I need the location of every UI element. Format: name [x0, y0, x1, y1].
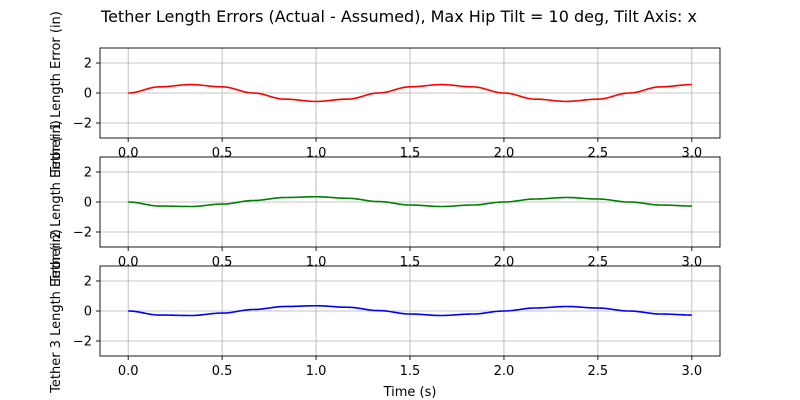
y-tick-label: 2	[84, 57, 92, 72]
x-tick-label: 0.0	[118, 364, 139, 379]
y-axis-label: Tether 1 Length Error (in)	[49, 11, 64, 176]
series-line	[128, 83, 692, 103]
x-tick-label: 1.5	[400, 364, 421, 379]
x-tick-label: 3.0	[681, 364, 702, 379]
y-tick-label: −2	[73, 335, 92, 350]
x-tick-label: 0.5	[212, 364, 233, 379]
x-tick-label: 1.0	[306, 364, 327, 379]
y-tick-label: 2	[84, 166, 92, 181]
y-tick-label: 2	[84, 275, 92, 290]
y-tick-label: 0	[84, 87, 92, 102]
y-tick-label: 0	[84, 196, 92, 211]
x-axis-label: Time (s)	[383, 385, 437, 400]
x-tick-label: 2.5	[588, 364, 609, 379]
x-tick-label: 2.0	[494, 364, 515, 379]
series-line	[128, 304, 692, 317]
series-line	[128, 195, 692, 208]
chart-title: Tether Length Errors (Actual - Assumed),…	[100, 7, 697, 26]
y-axis-label: Tether 3 Length Error (in)	[49, 229, 64, 394]
subplots: 0.0 0.5 1.0 1.5 2.0 2.5 3.0 2 0 −2 Tether 1 Length…	[49, 11, 721, 394]
y-tick-label: −2	[73, 226, 92, 241]
y-axis-label: Tether 2 Length Error (in)	[49, 120, 64, 285]
subplot-3: 0.0 0.5 1.0 1.5 2.0 2.5 3.0 2 0 −2 Tether 3 Length…	[49, 229, 721, 394]
y-tick-label: 0	[84, 305, 92, 320]
y-tick-label: −2	[73, 117, 92, 132]
